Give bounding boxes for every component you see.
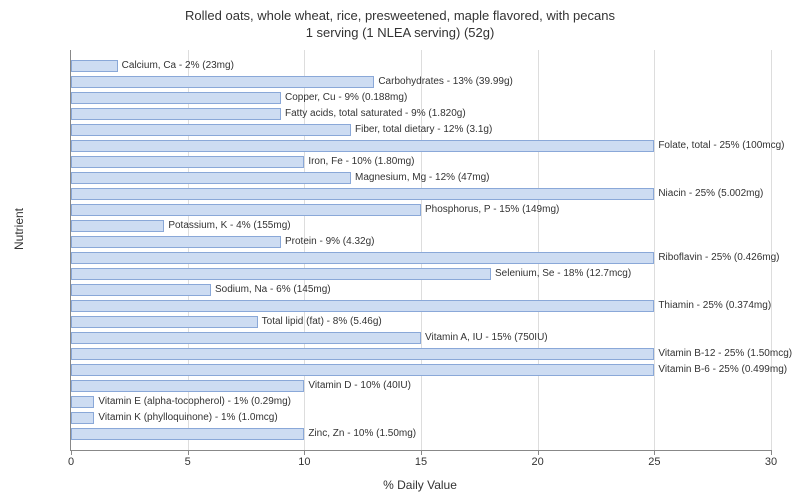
- bar-row: Potassium, K - 4% (155mg): [71, 220, 771, 233]
- bar-row: Selenium, Se - 18% (12.7mcg): [71, 268, 771, 281]
- nutrient-bar: [71, 156, 304, 169]
- x-tick-mark: [771, 450, 772, 455]
- bar-row: Iron, Fe - 10% (1.80mg): [71, 156, 771, 169]
- bar-row: Niacin - 25% (5.002mg): [71, 188, 771, 201]
- bar-label: Niacin - 25% (5.002mg): [654, 188, 763, 201]
- y-axis-label: Nutrient: [12, 208, 26, 250]
- nutrient-bar: [71, 236, 281, 249]
- bar-label: Potassium, K - 4% (155mg): [164, 220, 290, 233]
- bar-row: Vitamin B-6 - 25% (0.499mg): [71, 364, 771, 377]
- nutrient-bar: [71, 300, 654, 313]
- nutrient-bar: [71, 172, 351, 185]
- bar-label: Folate, total - 25% (100mcg): [654, 140, 784, 153]
- bar-row: Copper, Cu - 9% (0.188mg): [71, 92, 771, 105]
- bar-label: Copper, Cu - 9% (0.188mg): [281, 92, 407, 105]
- nutrient-bar: [71, 92, 281, 105]
- nutrient-bar: [71, 124, 351, 137]
- bar-label: Protein - 9% (4.32g): [281, 236, 375, 249]
- gridline: [771, 50, 772, 450]
- x-tick-label: 15: [415, 456, 427, 468]
- bar-row: Calcium, Ca - 2% (23mg): [71, 60, 771, 73]
- bar-row: Phosphorus, P - 15% (149mg): [71, 204, 771, 217]
- x-tick-label: 25: [648, 456, 660, 468]
- x-tick-mark: [421, 450, 422, 455]
- bar-row: Thiamin - 25% (0.374mg): [71, 300, 771, 313]
- bar-label: Vitamin B-12 - 25% (1.50mcg): [654, 348, 792, 361]
- x-tick-label: 5: [185, 456, 191, 468]
- bar-row: Vitamin E (alpha-tocopherol) - 1% (0.29m…: [71, 396, 771, 409]
- bar-label: Vitamin D - 10% (40IU): [304, 380, 411, 393]
- bar-row: Vitamin B-12 - 25% (1.50mcg): [71, 348, 771, 361]
- x-tick-label: 20: [532, 456, 544, 468]
- bar-row: Carbohydrates - 13% (39.99g): [71, 76, 771, 89]
- bar-label: Vitamin K (phylloquinone) - 1% (1.0mcg): [94, 412, 277, 425]
- nutrient-bar: [71, 316, 258, 329]
- nutrient-bar: [71, 348, 654, 361]
- nutrient-bar: [71, 268, 491, 281]
- bar-label: Fatty acids, total saturated - 9% (1.820…: [281, 108, 466, 121]
- nutrient-bar: [71, 332, 421, 345]
- bar-row: Magnesium, Mg - 12% (47mg): [71, 172, 771, 185]
- nutrient-bar: [71, 364, 654, 377]
- nutrient-chart: Rolled oats, whole wheat, rice, presweet…: [0, 0, 800, 500]
- x-tick-label: 10: [298, 456, 310, 468]
- nutrient-bar: [71, 220, 164, 233]
- nutrient-bar: [71, 396, 94, 409]
- bar-label: Vitamin A, IU - 15% (750IU): [421, 332, 548, 345]
- nutrient-bar: [71, 76, 374, 89]
- bar-label: Fiber, total dietary - 12% (3.1g): [351, 124, 492, 137]
- bar-row: Zinc, Zn - 10% (1.50mg): [71, 428, 771, 441]
- bar-row: Fiber, total dietary - 12% (3.1g): [71, 124, 771, 137]
- bar-row: Vitamin A, IU - 15% (750IU): [71, 332, 771, 345]
- nutrient-bar: [71, 140, 654, 153]
- bar-row: Fatty acids, total saturated - 9% (1.820…: [71, 108, 771, 121]
- bar-label: Thiamin - 25% (0.374mg): [654, 300, 771, 313]
- title-line-1: Rolled oats, whole wheat, rice, presweet…: [185, 8, 615, 23]
- nutrient-bar: [71, 204, 421, 217]
- x-tick-mark: [71, 450, 72, 455]
- bar-label: Zinc, Zn - 10% (1.50mg): [304, 428, 416, 441]
- bar-label: Magnesium, Mg - 12% (47mg): [351, 172, 490, 185]
- nutrient-bar: [71, 412, 94, 425]
- nutrient-bar: [71, 108, 281, 121]
- x-tick-label: 0: [68, 456, 74, 468]
- bar-row: Sodium, Na - 6% (145mg): [71, 284, 771, 297]
- x-tick-mark: [188, 450, 189, 455]
- bar-label: Iron, Fe - 10% (1.80mg): [304, 156, 414, 169]
- bar-label: Carbohydrates - 13% (39.99g): [374, 76, 513, 89]
- bar-label: Selenium, Se - 18% (12.7mcg): [491, 268, 631, 281]
- x-axis-label: % Daily Value: [70, 478, 770, 492]
- nutrient-bar: [71, 60, 118, 73]
- nutrient-bar: [71, 188, 654, 201]
- title-line-2: 1 serving (1 NLEA serving) (52g): [306, 25, 495, 40]
- bar-label: Calcium, Ca - 2% (23mg): [118, 60, 234, 73]
- bar-label: Riboflavin - 25% (0.426mg): [654, 252, 779, 265]
- nutrient-bar: [71, 380, 304, 393]
- bar-label: Vitamin B-6 - 25% (0.499mg): [654, 364, 787, 377]
- x-tick-mark: [304, 450, 305, 455]
- bar-row: Vitamin D - 10% (40IU): [71, 380, 771, 393]
- x-tick-mark: [538, 450, 539, 455]
- bar-row: Riboflavin - 25% (0.426mg): [71, 252, 771, 265]
- bar-label: Phosphorus, P - 15% (149mg): [421, 204, 559, 217]
- plot-area: 051015202530Calcium, Ca - 2% (23mg)Carbo…: [70, 50, 771, 451]
- bar-label: Vitamin E (alpha-tocopherol) - 1% (0.29m…: [94, 396, 291, 409]
- bar-label: Total lipid (fat) - 8% (5.46g): [258, 316, 382, 329]
- bar-label: Sodium, Na - 6% (145mg): [211, 284, 331, 297]
- bar-row: Protein - 9% (4.32g): [71, 236, 771, 249]
- nutrient-bar: [71, 284, 211, 297]
- chart-title: Rolled oats, whole wheat, rice, presweet…: [0, 0, 800, 42]
- x-tick-mark: [654, 450, 655, 455]
- nutrient-bar: [71, 428, 304, 441]
- nutrient-bar: [71, 252, 654, 265]
- bar-row: Total lipid (fat) - 8% (5.46g): [71, 316, 771, 329]
- bar-row: Folate, total - 25% (100mcg): [71, 140, 771, 153]
- x-tick-label: 30: [765, 456, 777, 468]
- bar-row: Vitamin K (phylloquinone) - 1% (1.0mcg): [71, 412, 771, 425]
